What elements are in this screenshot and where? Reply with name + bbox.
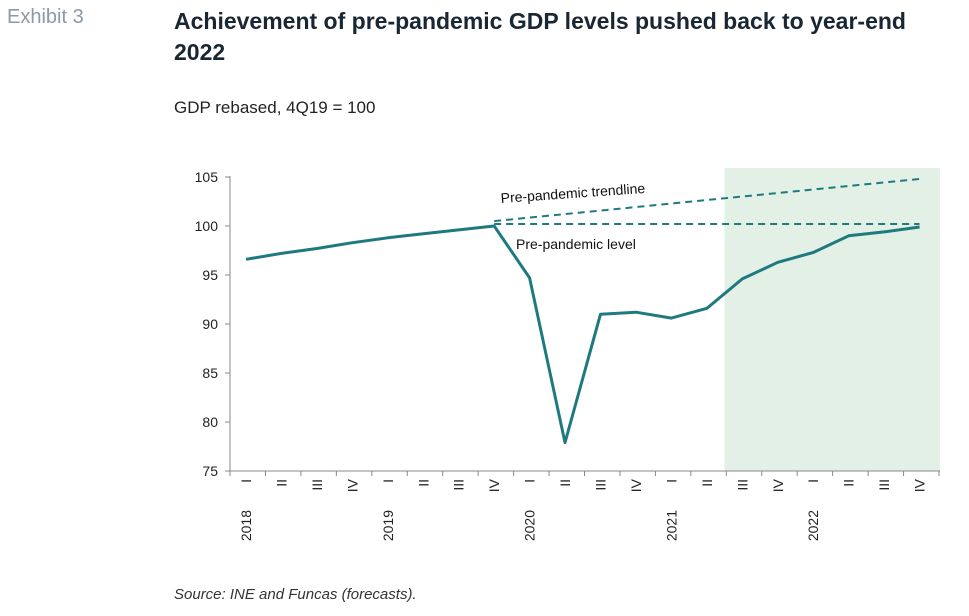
x-tick-label: I [380, 479, 396, 483]
x-tick-label: I [805, 479, 821, 483]
x-tick-label: IV [486, 478, 502, 492]
x-tick-label: I [663, 479, 679, 483]
x-tick-label: I [522, 479, 538, 483]
x-tick-label: II [415, 479, 431, 487]
y-tick-label: 90 [202, 316, 218, 332]
chart-title: Achievement of pre-pandemic GDP levels p… [174, 8, 906, 65]
gdp-series-line [245, 224, 920, 445]
y-tick-label: 75 [202, 463, 218, 479]
y-tick-label: 105 [195, 169, 219, 185]
exhibit-label: Exhibit 3 [7, 6, 84, 28]
trendline-label: Pre-pandemic trendline [500, 180, 646, 206]
x-tick-label: III [876, 479, 892, 491]
source-note: Source: INE and Funcas (forecasts). [174, 586, 417, 603]
x-year-label: 2020 [522, 510, 538, 541]
x-year-label: 2022 [805, 510, 821, 541]
y-tick-label: 80 [202, 414, 218, 430]
x-tick-label: IV [628, 478, 644, 492]
forecast-band [724, 168, 940, 471]
x-tick-label: III [309, 479, 325, 491]
x-tick-label: III [593, 479, 609, 491]
x-tick-label: II [841, 479, 857, 487]
x-tick-label: II [699, 479, 715, 487]
x-year-label: 2019 [380, 510, 396, 541]
x-tick-label: IV [344, 478, 360, 492]
x-tick-label: IV [770, 478, 786, 492]
x-tick-label: II [273, 479, 289, 487]
x-tick-label: III [734, 479, 750, 491]
x-tick-label: II [557, 479, 573, 487]
x-tick-label: IV [912, 478, 928, 492]
x-year-label: 2021 [663, 510, 679, 541]
x-tick-label: III [451, 479, 467, 491]
y-tick-label: 85 [202, 365, 218, 381]
y-tick-label: 95 [202, 267, 218, 283]
chart-subtitle: GDP rebased, 4Q19 = 100 [174, 98, 376, 117]
level-label: Pre-pandemic level [516, 236, 636, 252]
y-tick-label: 100 [195, 218, 219, 234]
x-year-label: 2018 [238, 510, 254, 541]
x-tick-label: I [238, 479, 254, 483]
